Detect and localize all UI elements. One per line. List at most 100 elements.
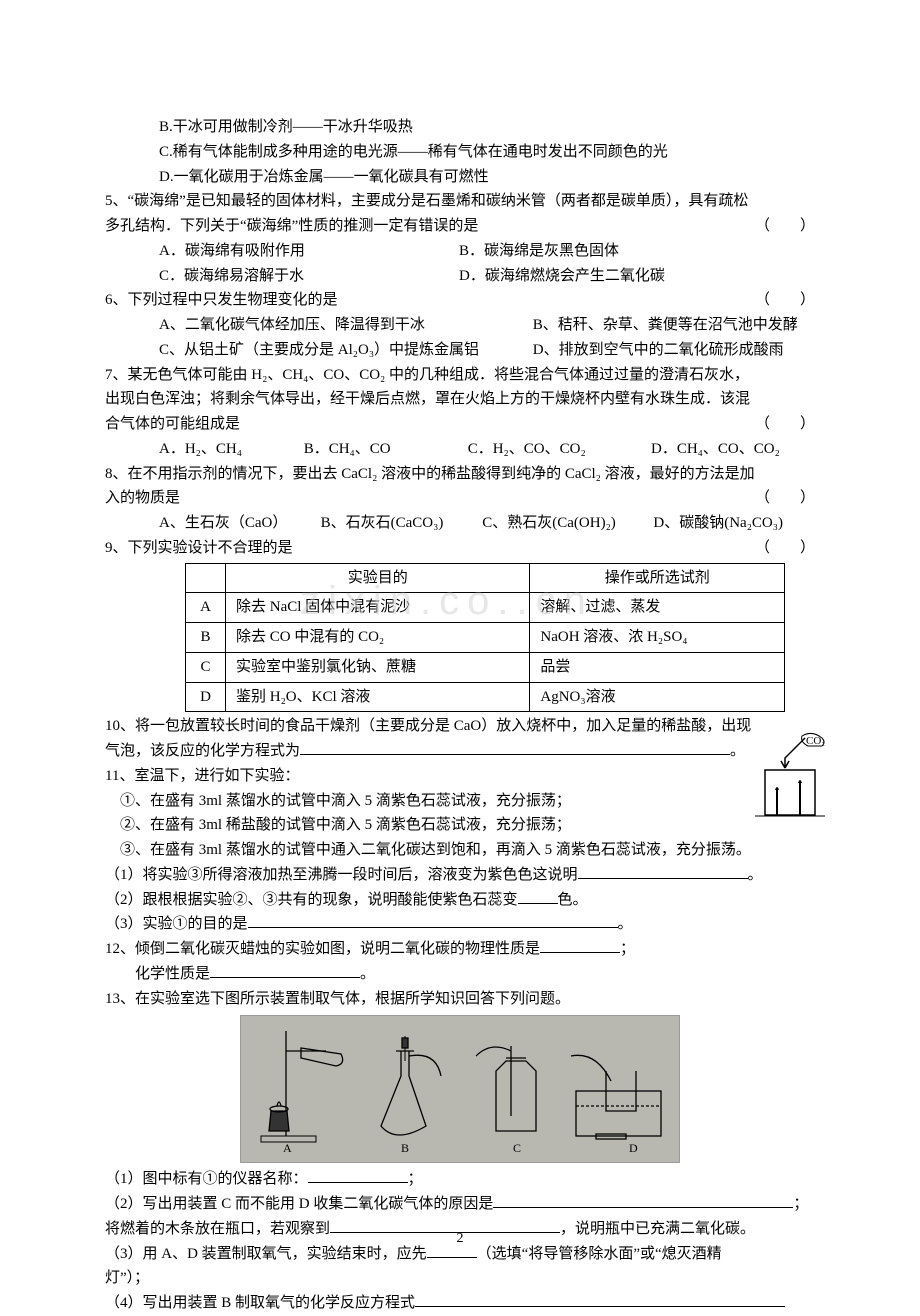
q9-h1: 实验目的 — [226, 563, 530, 593]
q12-end1: ； — [620, 941, 635, 957]
q8-paren: （ ） — [755, 486, 815, 511]
q5-opt-b: B．碳海绵是灰黑色固体 — [459, 239, 759, 264]
q11-p3-text: （3）实验①的目的是 — [105, 916, 248, 932]
q13-p1: （1）图中标有①的仪器名称：； — [105, 1167, 815, 1192]
q7-stem-2: 出现白色浑浊；将剩余气体导出，经干燥后点燃，罩在火焰上方的干燥烧杯内壁有水珠生成… — [105, 387, 815, 412]
q9-r3c1: 鉴别 H₂O、KCl 溶液 — [226, 682, 530, 712]
q11-p2: （2）跟根根据实验②、③共有的现象，说明酸能使紫色石蕊变 色。 — [105, 888, 815, 913]
q5-stem-2: 多孔结构．下列关于“碳海绵”性质的推测一定有错误的是 （ ） — [105, 214, 815, 239]
q7-paren: （ ） — [755, 412, 815, 437]
q6-row1: A、二氧化碳气体经加压、降温得到干冰 B、秸秆、杂草、粪便等在沼气池中发酵 — [105, 313, 815, 338]
q5-paren: （ ） — [755, 214, 815, 239]
q9-r0c1: 除去 NaCl 固体中混有泥沙 — [226, 593, 530, 623]
q9-r0c0: A — [186, 593, 226, 623]
q7-opt-b: B．CH₄、CO — [304, 437, 468, 462]
q7-stem-3: 合气体的可能组成是 （ ） — [105, 412, 815, 437]
q13-p1-text: （1）图中标有①的仪器名称： — [105, 1171, 308, 1187]
q7-opt-c: C．H₂、CO、CO₂ — [468, 437, 651, 462]
q5-opt-a: A．碳海绵有吸附作用 — [159, 239, 459, 264]
q8-stem-1: 8、在不用指示剂的情况下，要出去 CaCl₂ 溶液中的稀盐酸得到纯净的 CaCl… — [105, 462, 815, 487]
q4-opt-c: C.稀有气体能制成多种用途的电光源——稀有气体在通电时发出不同颜色的光 — [105, 140, 815, 165]
q7-stem-1: 7、某无色气体可能由 H₂、CH₄、CO、CO₂ 中的几种组成．将些混合气体通过… — [105, 363, 815, 388]
q9-r3c2: AgNO₃溶液 — [530, 682, 785, 712]
q9-table: 实验目的 操作或所选试剂 A 除去 NaCl 固体中混有泥沙 溶解、过滤、蒸发 … — [185, 563, 785, 713]
q13-p3-blank — [427, 1257, 477, 1258]
q7-opt-a: A．H₂、CH₄ — [159, 437, 304, 462]
q11-p3: （3）实验①的目的是 。 — [105, 912, 815, 937]
q6-opt-a: A、二氧化碳气体经加压、降温得到干冰 — [159, 313, 529, 338]
q5-opt-d: D．碳海绵燃烧会产生二氧化碳 — [459, 264, 759, 289]
q6-stem: 6、下列过程中只发生物理变化的是 （ ） — [105, 288, 815, 313]
q11-p3-end: 。 — [618, 916, 633, 932]
q8-opt-b: B、石灰石(CaCO₃) — [321, 511, 483, 536]
q12-stem2-text: 化学性质是 — [135, 966, 210, 982]
q12-end2: 。 — [360, 966, 375, 982]
q13-p4-blank — [415, 1306, 785, 1307]
q8-opt-d: D、碳酸钠(Na₂CO₃) — [653, 511, 815, 536]
q9-r2c0: C — [186, 652, 226, 682]
q11-p1: （1）将实验③所得溶液加热至沸腾一段时间后，溶液变为紫色色这说明 。 — [105, 863, 815, 888]
q9-r3c0: D — [186, 682, 226, 712]
q5-stem-1: 5、“碳海绵”是已知最轻的固体材料，主要成分是石墨烯和碳纳米管（两者都是碳单质）… — [105, 189, 815, 214]
q13-stem: 13、在实验室选下图所示装置制取气体，根据所学知识回答下列问题。 — [105, 987, 815, 1012]
q11-p2a: （2）跟根根据实验②、③共有的现象，说明酸能使紫色石蕊变 — [105, 892, 518, 908]
q13-p3c: 灯”）； — [105, 1266, 815, 1291]
q10-stem-1: 10、将一包放置较长时间的食品干燥剂（主要成分是 CaO）放入烧杯中，加入足量的… — [105, 714, 815, 739]
q5-stem-2-text: 多孔结构．下列关于“碳海绵”性质的推测一定有错误的是 — [105, 218, 478, 234]
q13-p2: （2）写出用装置 C 而不能用 D 收集二氧化碳气体的原因是； — [105, 1192, 815, 1217]
q11-p3-blank — [248, 927, 618, 928]
q6-paren: （ ） — [755, 288, 815, 313]
co2-label: CO₂ — [806, 735, 825, 747]
app-label-d: D — [629, 1139, 638, 1159]
q12-blank1 — [540, 952, 620, 953]
app-label-c: C — [513, 1139, 521, 1159]
q13-p4: （4）写出用装置 B 制取氧气的化学反应方程式 — [105, 1291, 815, 1316]
q8-stem-2: 入的物质是 （ ） — [105, 486, 815, 511]
q6-opt-c: C、从铝土矿（主要成分是 Al₂O₃）中提炼金属铝 — [159, 338, 529, 363]
q9-h0 — [186, 563, 226, 593]
q7-opt-d: D．CH₄、CO、CO₂ — [651, 437, 815, 462]
q13-p1-blank — [308, 1182, 408, 1183]
q12-stem: 12、倾倒二氧化碳灭蜡烛的实验如图，说明二氧化碳的物理性质是 ； — [105, 937, 815, 962]
q6-opt-d: D、排放到空气中的二氧化硫形成酸雨 — [533, 342, 784, 358]
q6-stem-text: 6、下列过程中只发生物理变化的是 — [105, 292, 338, 308]
q9-h2: 操作或所选试剂 — [530, 563, 785, 593]
q11-p1-blank — [578, 878, 748, 879]
q10-stem-2-text: 气泡，该反应的化学方程式为 — [105, 743, 300, 759]
q11-s2: ②、在盛有 3ml 稀盐酸的试管中滴入 5 滴紫色石蕊试液，充分振荡； — [105, 813, 815, 838]
q6-opt-b: B、秸秆、杂草、粪便等在沼气池中发酵 — [533, 317, 798, 333]
q11-s1: ①、在盛有 3ml 蒸馏水的试管中滴入 5 滴紫色石蕊试液，充分振荡； — [105, 789, 815, 814]
q8-opt-a: A、生石灰（CaO） — [159, 511, 321, 536]
q13-p2-blank — [493, 1207, 793, 1208]
q11-intro: 11、室温下，进行如下实验： — [105, 764, 815, 789]
q11-p1-end: 。 — [748, 867, 763, 883]
q10-stem-2: 气泡，该反应的化学方程式为。 — [105, 739, 815, 764]
q9-stem-text: 9、下列实验设计不合理的是 — [105, 540, 293, 556]
q9-r1c2: NaOH 溶液、浓 H₂SO₄ — [530, 623, 785, 653]
q8-stem-2-text: 入的物质是 — [105, 490, 180, 506]
q6-row2: C、从铝土矿（主要成分是 Al₂O₃）中提炼金属铝 D、排放到空气中的二氧化硫形… — [105, 338, 815, 363]
app-label-a: A — [283, 1139, 292, 1159]
q13-p2-end: ； — [793, 1196, 808, 1212]
q12-blank2 — [210, 977, 360, 978]
q9-paren: （ ） — [755, 536, 815, 561]
q10-blank — [300, 754, 730, 755]
q9-r2c2: 品尝 — [530, 652, 785, 682]
q13-p4-text: （4）写出用装置 B 制取氧气的化学反应方程式 — [105, 1295, 415, 1311]
q9-r2c1: 实验室中鉴别氯化钠、蔗糖 — [226, 652, 530, 682]
q9-r0c2: 溶解、过滤、蒸发 — [530, 593, 785, 623]
app-label-b: B — [401, 1139, 409, 1159]
q11-p2b: 色。 — [558, 892, 588, 908]
q9-r1c0: B — [186, 623, 226, 653]
q11-p1-text: （1）将实验③所得溶液加热至沸腾一段时间后，溶液变为紫色色这说明 — [105, 867, 578, 883]
q11-s3: ③、在盛有 3ml 蒸馏水的试管中通入二氧化碳达到饱和，再滴入 5 滴紫色石蕊试… — [105, 838, 815, 863]
q12-stem-text: 12、倾倒二氧化碳灭蜡烛的实验如图，说明二氧化碳的物理性质是 — [105, 941, 540, 957]
q12-stem2: 化学性质是 。 — [105, 962, 815, 987]
q4-opt-d: D.一氧化碳用于冶炼金属——一氧化碳具有可燃性 — [105, 165, 815, 190]
q11-p2-blank — [518, 903, 558, 904]
q9-r1c1: 除去 CO 中混有的 CO₂ — [226, 623, 530, 653]
q9-stem: 9、下列实验设计不合理的是 （ ） — [105, 536, 815, 561]
q8-opt-c: C、熟石灰(Ca(OH)₂) — [482, 511, 653, 536]
q5-opt-c: C．碳海绵易溶解于水 — [159, 264, 459, 289]
q7-stem-3-text: 合气体的可能组成是 — [105, 416, 240, 432]
